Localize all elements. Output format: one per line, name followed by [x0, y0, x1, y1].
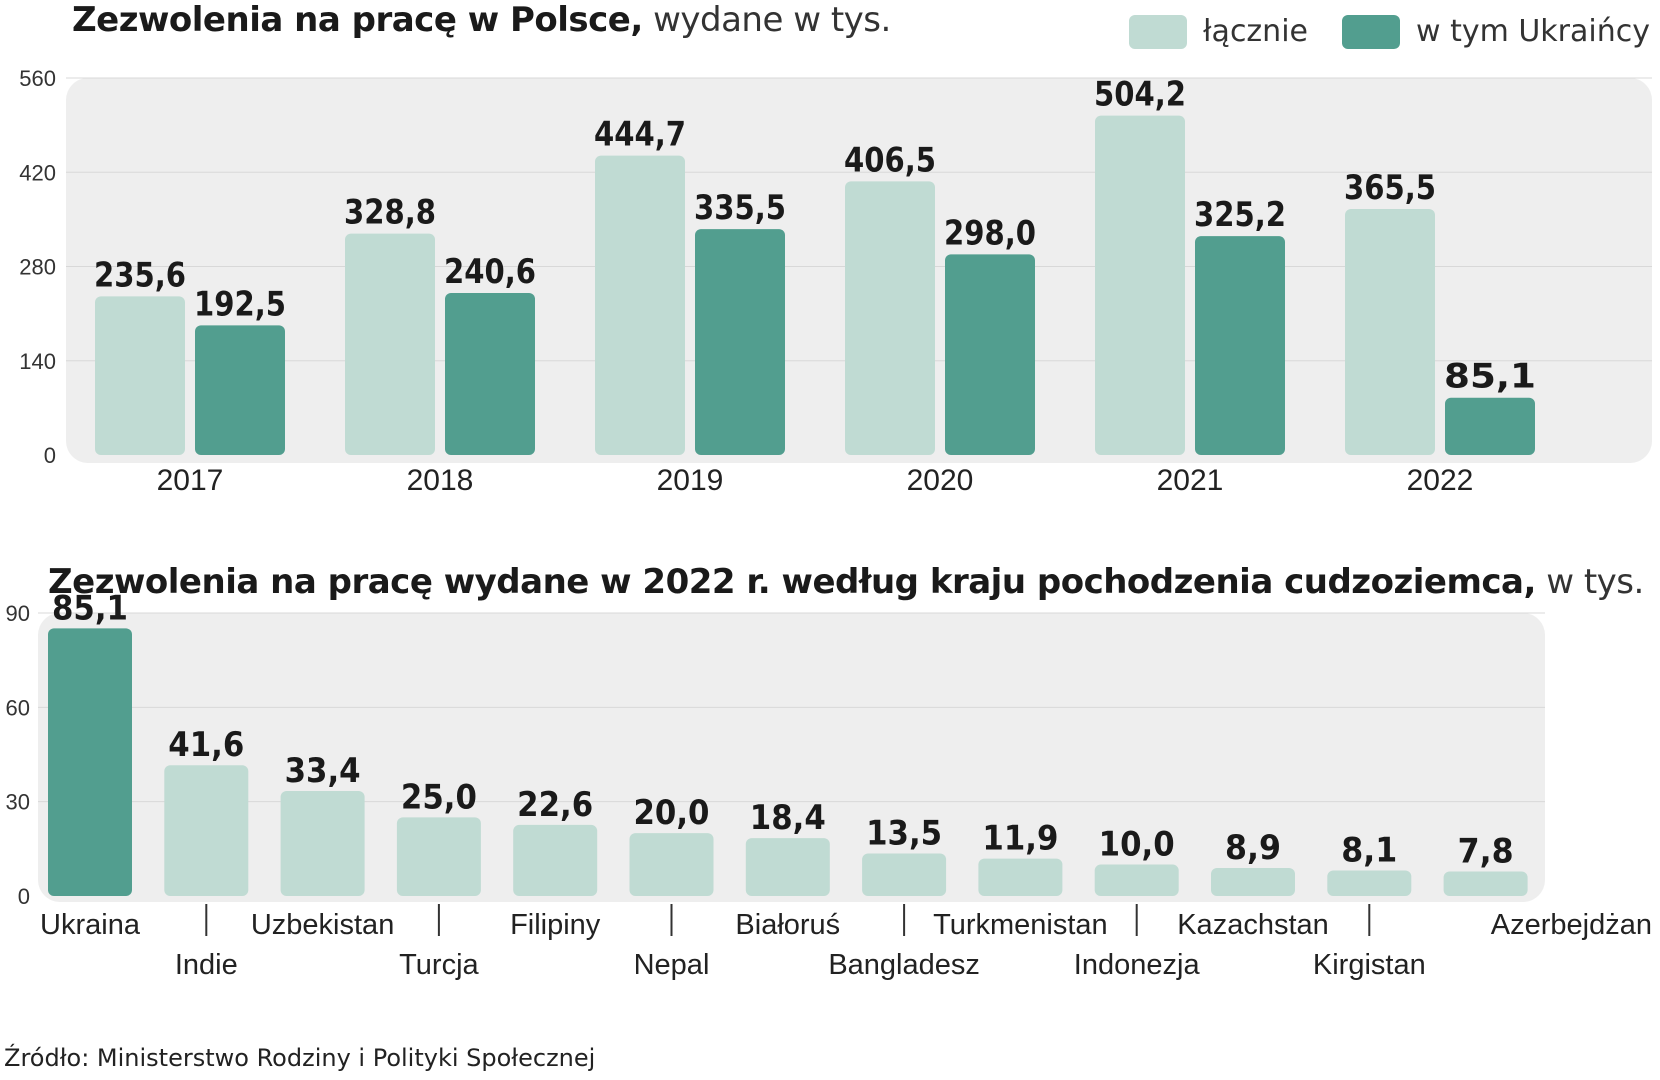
country-bar-value-label: 8,9 [1225, 828, 1281, 868]
legend-item-total: łącznie [1129, 14, 1308, 49]
country-bar [396, 817, 481, 896]
country-bar [745, 838, 830, 896]
chart2-ytick-label: 0 [18, 884, 30, 909]
chart1-ytick-label: 280 [19, 255, 56, 280]
bar-ukraine-value-label: 85,1 [1444, 357, 1536, 397]
chart2-title: Zezwolenia na pracę wydane w 2022 r. wed… [48, 562, 1644, 602]
bar-total [1345, 208, 1435, 455]
chart1-ytick-label: 420 [19, 160, 56, 185]
bar-total-value-label: 444,7 [594, 115, 686, 155]
country-bar [1094, 864, 1179, 896]
country-label: Kirgistan [1313, 949, 1426, 981]
country-bar [629, 833, 714, 896]
country-label: Ukraina [40, 909, 141, 941]
country-bar-value-label: 13,5 [866, 814, 942, 854]
country-bar [862, 853, 947, 896]
country-label: Indie [175, 949, 238, 981]
country-bar-value-label: 20,0 [634, 793, 710, 833]
bar-ukraine-value-label: 240,6 [444, 252, 536, 292]
bar-ukraine [695, 229, 785, 455]
country-bar [1327, 870, 1412, 896]
bar-ukraine-value-label: 325,2 [1194, 195, 1286, 235]
country-bar-value-label: 7,8 [1458, 831, 1514, 871]
country-label: Bangladesz [828, 949, 980, 981]
country-label: Białoruś [735, 909, 840, 941]
chart1-xtick-label: 2017 [157, 464, 224, 497]
chart1-xtick-label: 2022 [1407, 464, 1474, 497]
bar-total-value-label: 235,6 [94, 255, 186, 295]
bar-total-value-label: 504,2 [1094, 75, 1186, 115]
bar-ukraine [445, 293, 535, 455]
country-bar [978, 858, 1063, 896]
country-label: Indonezja [1074, 949, 1201, 981]
bar-ukraine [195, 325, 285, 455]
bar-total-value-label: 406,5 [844, 140, 936, 180]
chart2-ytick-label: 90 [6, 601, 30, 626]
chart1-title: Zezwolenia na pracę w Polsce, wydane w t… [72, 0, 891, 40]
chart1-xtick-label: 2018 [407, 464, 474, 497]
bar-ukraine-value-label: 192,5 [194, 284, 286, 324]
bar-ukraine [1195, 236, 1285, 455]
chart2-ytick-label: 60 [6, 695, 30, 720]
country-bar-value-label: 41,6 [168, 725, 244, 765]
country-bar-value-label: 18,4 [750, 798, 826, 838]
chart2-ytick-label: 30 [6, 790, 30, 815]
country-bar-value-label: 33,4 [285, 751, 361, 791]
chart1-title-unit: wydane w tys. [653, 0, 891, 40]
country-label: Uzbekistan [251, 909, 394, 941]
bar-ukraine [945, 254, 1035, 455]
chart2-title-unit: w tys. [1546, 562, 1644, 602]
chart1-xtick-label: 2021 [1157, 464, 1224, 497]
chart2-title-main: Zezwolenia na pracę wydane w 2022 r. wed… [48, 562, 1536, 602]
country-label: Turcja [399, 949, 479, 981]
chart1-xtick-label: 2020 [907, 464, 974, 497]
country-label: Nepal [634, 949, 710, 981]
bar-total [1095, 115, 1185, 455]
country-bar [48, 628, 132, 896]
country-bar-value-label: 85,1 [52, 588, 128, 628]
bar-ukraine-value-label: 298,0 [944, 213, 1036, 253]
chart1-ytick-label: 140 [19, 349, 56, 374]
bar-total [95, 296, 185, 455]
legend-swatch-ukraine [1342, 14, 1400, 49]
country-label: Turkmenistan [933, 909, 1108, 941]
country-label: Filipiny [510, 909, 601, 941]
bar-total [345, 233, 435, 455]
country-bar-value-label: 10,0 [1099, 825, 1175, 865]
bar-total [845, 181, 935, 456]
bar-ukraine [1445, 397, 1535, 455]
chart1-ytick-label: 560 [19, 66, 56, 91]
legend-swatch-total [1129, 14, 1188, 49]
legend: łącznie w tym Ukraińcy [1095, 14, 1650, 49]
source-note: Źródło: Ministerstwo Rodziny i Polityki … [4, 1044, 596, 1072]
bar-total-value-label: 328,8 [344, 193, 436, 233]
country-bar [280, 790, 365, 896]
country-bar-value-label: 8,1 [1341, 831, 1397, 871]
bar-ukraine-value-label: 335,5 [694, 188, 786, 228]
legend-item-ukraine: w tym Ukraińcy [1342, 14, 1650, 49]
country-bar [513, 824, 598, 896]
country-bar [1443, 871, 1528, 896]
legend-label-ukraine: w tym Ukraińcy [1416, 14, 1650, 49]
bar-total [595, 155, 685, 455]
chart1-title-main: Zezwolenia na pracę w Polsce, [72, 0, 643, 40]
country-label: Azerbejdżan [1491, 909, 1652, 941]
country-bar [164, 765, 249, 896]
bar-total-value-label: 365,5 [1344, 168, 1436, 208]
country-bar [1211, 868, 1295, 896]
legend-label-total: łącznie [1203, 14, 1308, 49]
country-bar-value-label: 11,9 [982, 819, 1058, 859]
chart1-ytick-label: 0 [44, 443, 56, 468]
country-bar-value-label: 22,6 [517, 785, 593, 825]
country-bar-value-label: 25,0 [401, 777, 477, 817]
chart1-xtick-label: 2019 [657, 464, 724, 497]
country-label: Kazachstan [1177, 909, 1329, 941]
